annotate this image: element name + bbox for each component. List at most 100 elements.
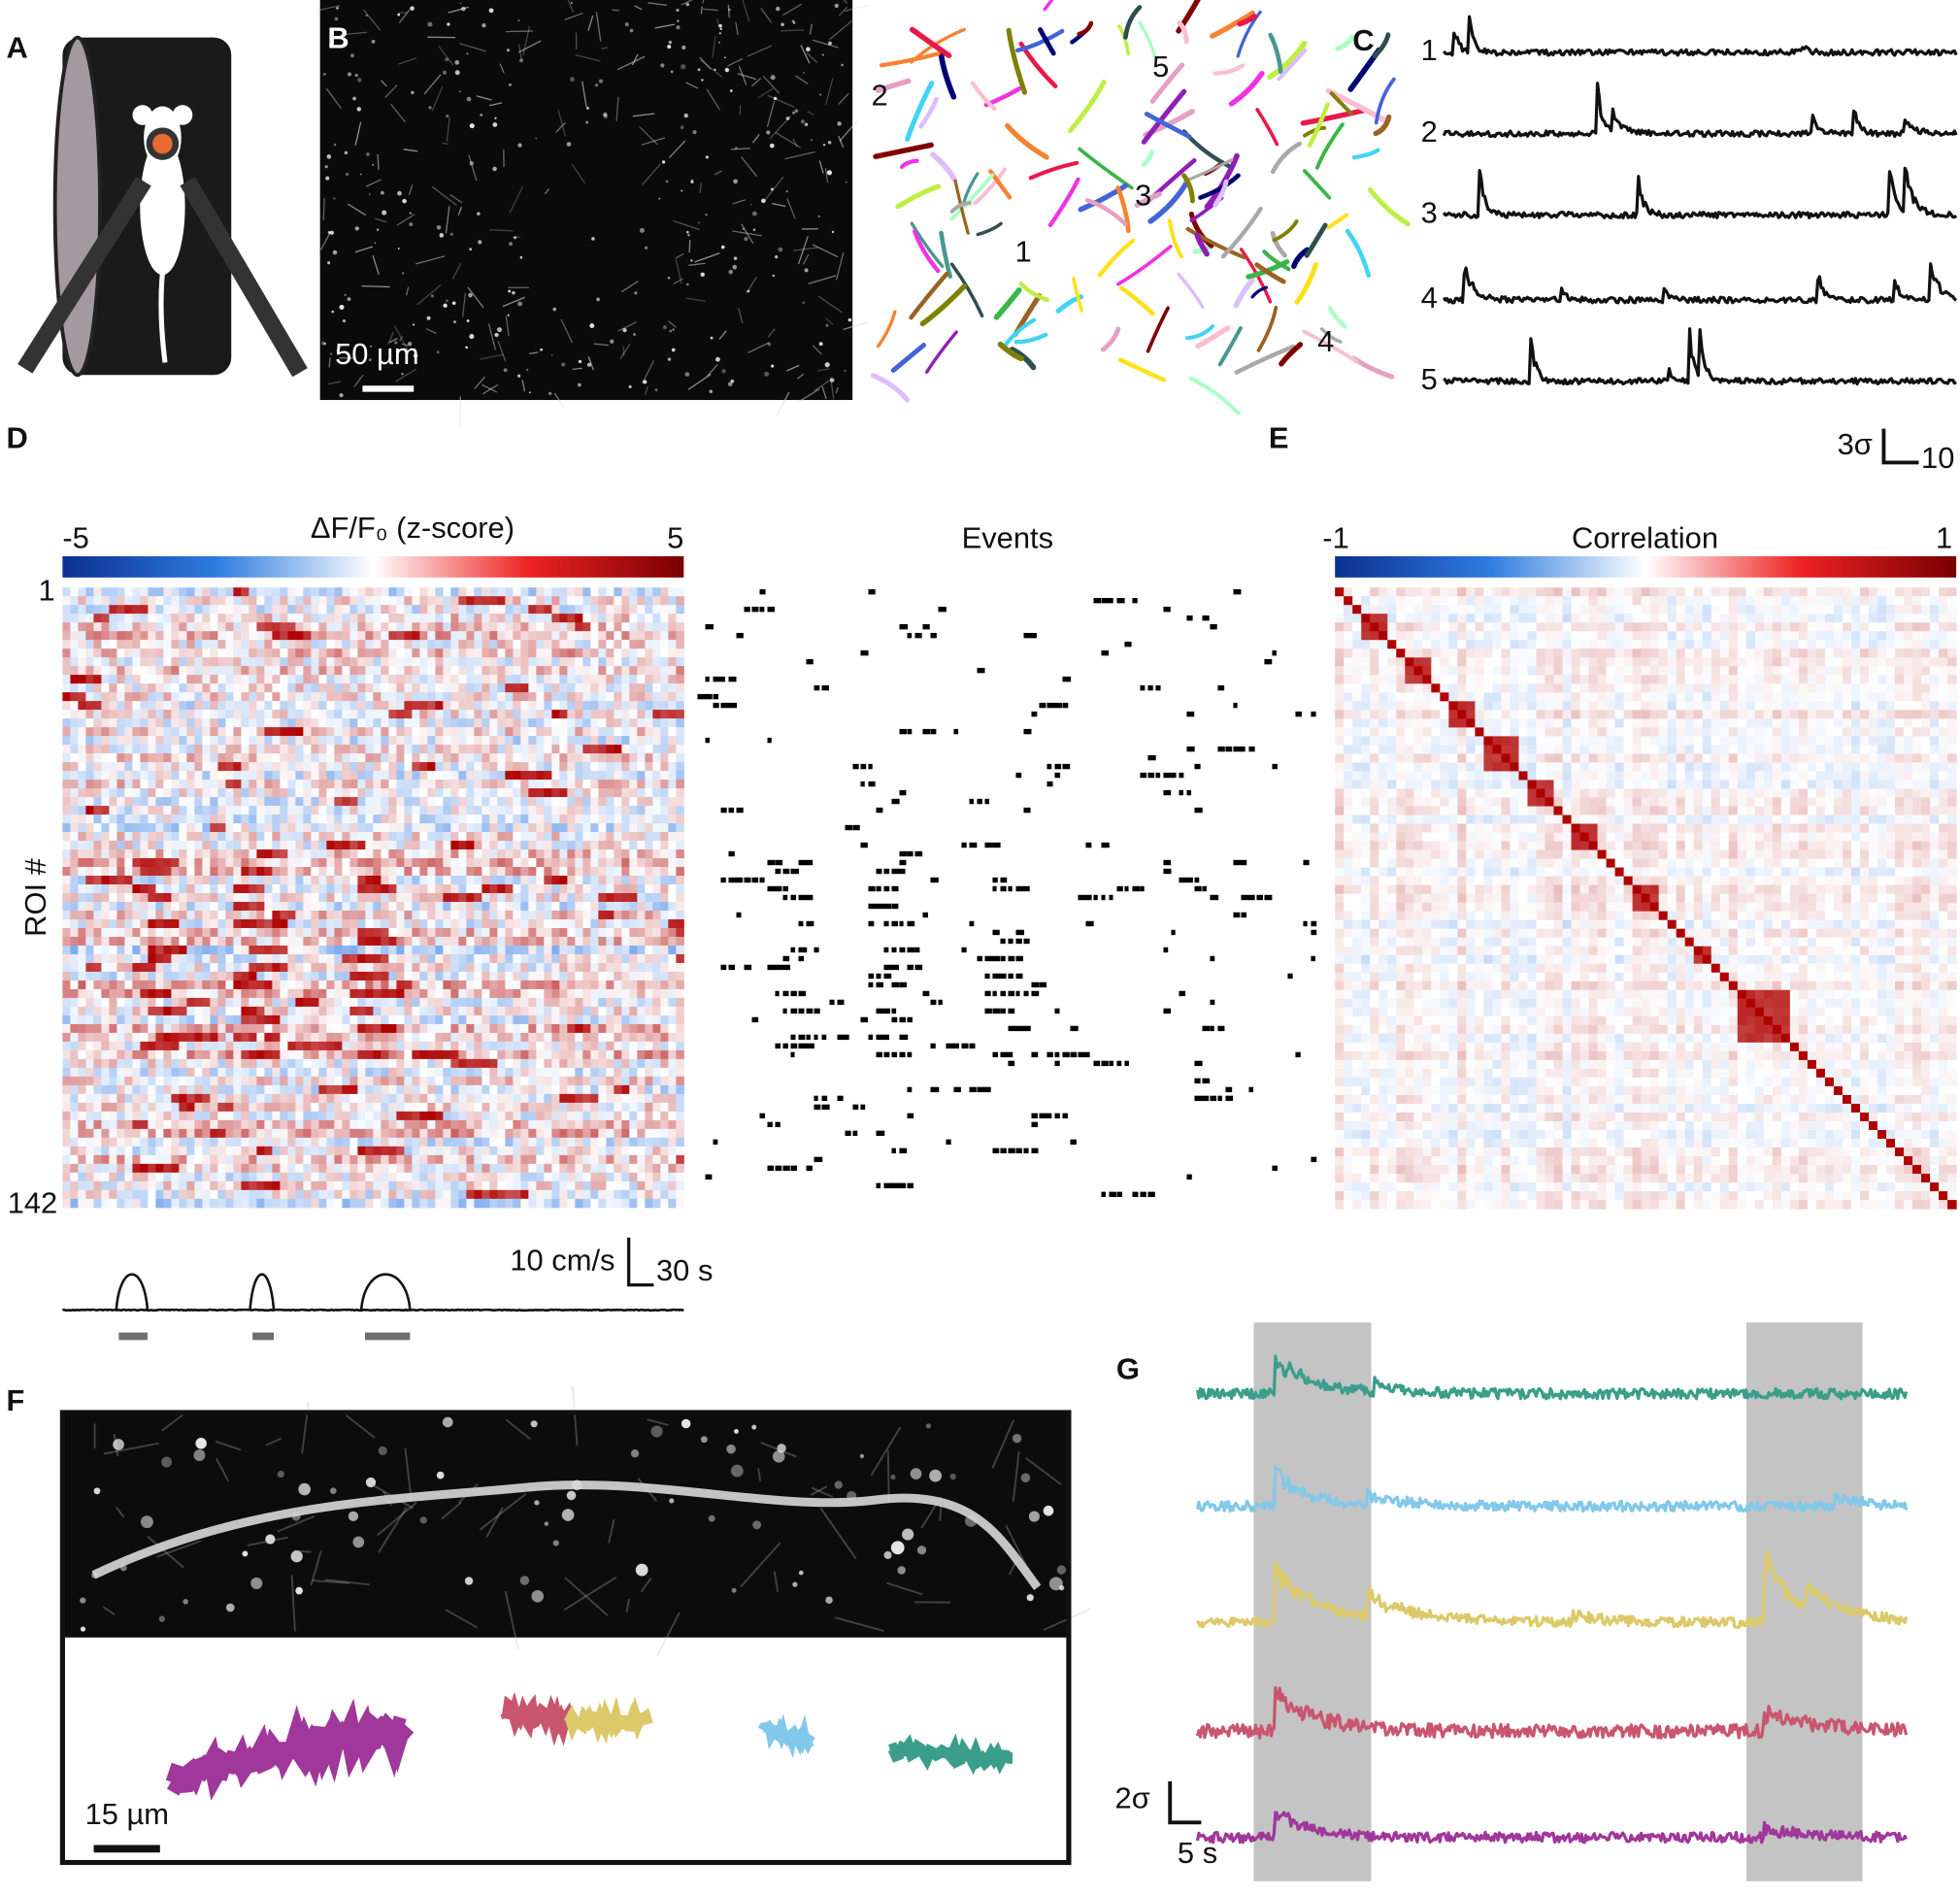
cell — [676, 823, 684, 833]
cell — [582, 1033, 591, 1043]
cell — [536, 884, 545, 894]
speck — [381, 191, 384, 195]
roi — [1187, 326, 1213, 338]
cell — [171, 928, 180, 938]
cell — [109, 631, 117, 641]
roi — [1150, 182, 1187, 221]
cell — [326, 981, 335, 990]
cell — [202, 815, 211, 824]
cell — [435, 745, 444, 754]
cell — [334, 587, 343, 597]
cell — [295, 710, 304, 719]
cell — [505, 718, 514, 728]
cell — [295, 657, 304, 667]
cell — [349, 657, 358, 667]
cell — [660, 675, 669, 684]
cell — [458, 640, 467, 649]
cell — [241, 849, 249, 859]
cell — [116, 692, 125, 702]
speck — [468, 293, 473, 298]
cell — [280, 727, 288, 737]
cell — [210, 727, 218, 737]
cell — [404, 981, 413, 990]
cell — [637, 981, 646, 990]
cell — [342, 762, 350, 772]
scale-bar — [1883, 429, 1918, 463]
cell — [520, 841, 529, 850]
cell — [520, 710, 529, 719]
cell — [629, 823, 638, 833]
cell — [318, 614, 327, 623]
cell — [520, 1024, 529, 1034]
cell — [241, 876, 249, 885]
cell — [334, 981, 343, 990]
cell — [264, 701, 273, 711]
cell — [349, 963, 358, 973]
cell — [225, 622, 234, 632]
cell — [101, 727, 110, 737]
cell — [365, 771, 374, 781]
cell — [497, 884, 506, 894]
cell — [629, 788, 638, 798]
cell — [458, 692, 467, 702]
cell — [217, 587, 226, 597]
cell — [637, 1042, 646, 1051]
cell — [396, 657, 405, 667]
cell — [342, 640, 350, 649]
cell — [116, 937, 125, 947]
cell — [318, 780, 327, 789]
cell — [427, 727, 436, 737]
cell — [482, 648, 490, 658]
cell — [334, 806, 343, 815]
cell — [295, 1033, 304, 1043]
cell — [241, 1042, 249, 1051]
cell — [482, 780, 490, 789]
cell — [194, 911, 203, 920]
cell — [528, 902, 537, 912]
cell — [575, 963, 583, 973]
cell — [466, 937, 475, 947]
cell — [225, 989, 234, 999]
cell — [186, 972, 195, 981]
cell — [652, 675, 661, 684]
speck — [771, 365, 774, 368]
cell — [93, 998, 102, 1008]
cell — [256, 911, 265, 920]
cell — [140, 884, 149, 894]
cell — [637, 1007, 646, 1016]
cell — [349, 640, 358, 649]
cell — [148, 753, 156, 763]
cell — [645, 928, 653, 938]
cell — [62, 666, 71, 676]
cell — [505, 666, 514, 676]
cell — [179, 998, 187, 1008]
cell — [85, 806, 94, 815]
cell — [326, 605, 335, 615]
cell — [78, 1033, 86, 1043]
cell — [645, 919, 653, 929]
cell — [621, 718, 630, 728]
cell — [551, 614, 560, 623]
cell — [116, 718, 125, 728]
cell — [140, 1042, 149, 1051]
cell — [559, 963, 568, 973]
cell — [412, 832, 420, 842]
cell — [404, 692, 413, 702]
cell — [482, 614, 490, 623]
speck — [447, 22, 449, 25]
cell — [559, 797, 568, 807]
cell — [264, 823, 273, 833]
cell — [85, 815, 94, 824]
cell — [621, 596, 630, 606]
cell — [660, 1042, 669, 1051]
cell — [497, 1024, 506, 1034]
cell — [497, 640, 506, 649]
cell — [559, 692, 568, 702]
cell — [388, 788, 397, 798]
cell — [202, 832, 211, 842]
cell — [280, 876, 288, 885]
cell — [660, 849, 669, 859]
cell — [443, 954, 451, 964]
cell — [629, 1007, 638, 1016]
cell — [318, 1007, 327, 1016]
